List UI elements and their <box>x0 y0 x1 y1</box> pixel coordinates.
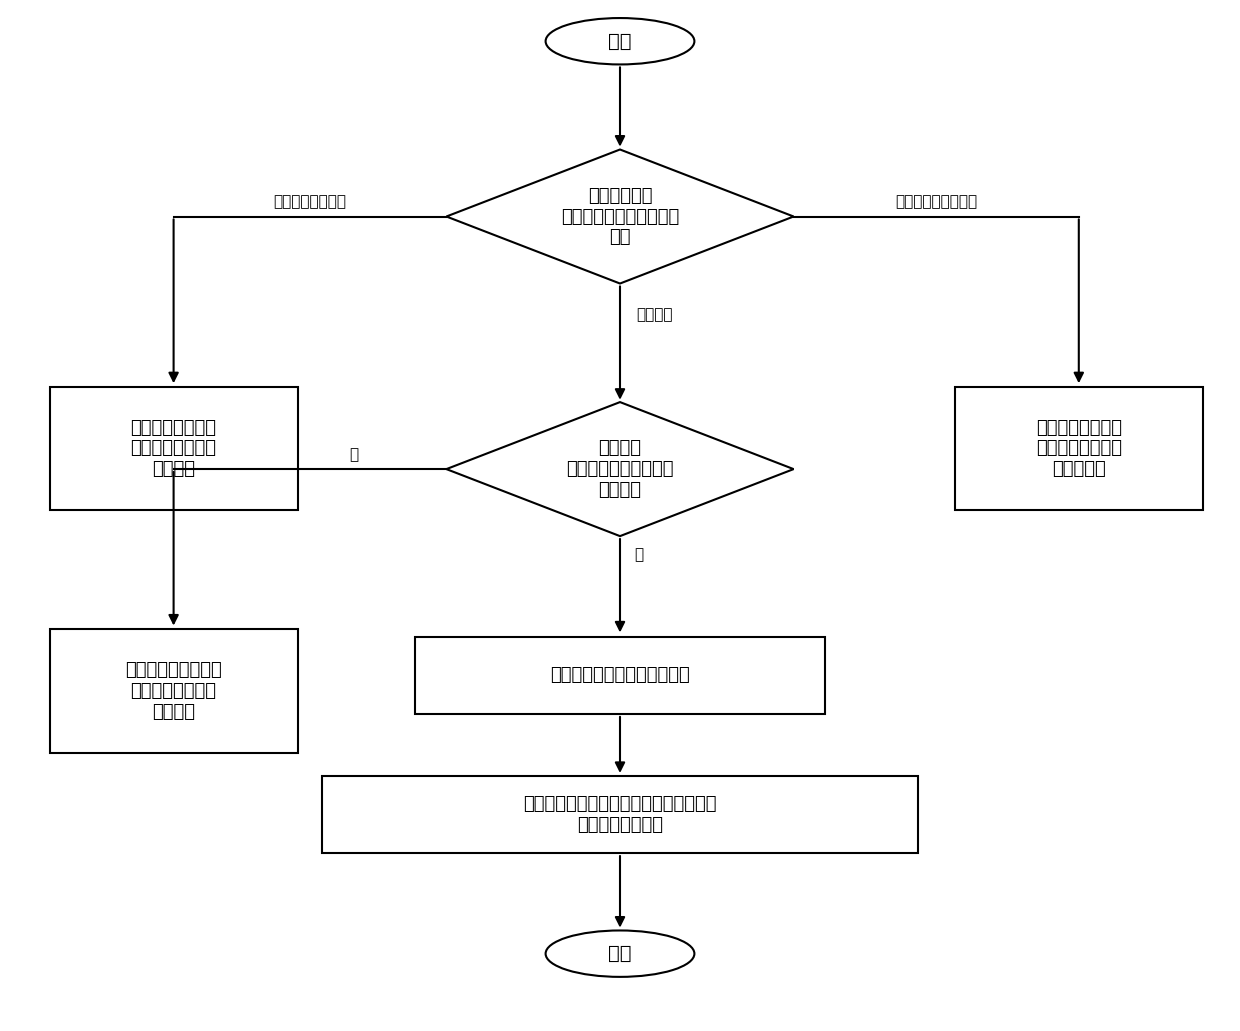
Text: 均检测到: 均检测到 <box>636 307 673 322</box>
Polygon shape <box>446 402 794 536</box>
Text: 只检测到信号灯指令: 只检测到信号灯指令 <box>895 194 977 209</box>
Text: 判断交警
指令和信号灯指令是否
存在一致: 判断交警 指令和信号灯指令是否 存在一致 <box>567 439 673 499</box>
Ellipse shape <box>546 18 694 64</box>
FancyBboxPatch shape <box>50 387 298 510</box>
Text: 根据交警指令确定
车辆在路口行驶的
路径规划: 根据交警指令确定 车辆在路口行驶的 路径规划 <box>130 419 217 478</box>
FancyBboxPatch shape <box>322 775 918 854</box>
Text: 是: 是 <box>348 446 358 462</box>
Text: 根据信号灯指令确
定车辆在路口行驶
的路径规划: 根据信号灯指令确 定车辆在路口行驶 的路径规划 <box>1035 419 1122 478</box>
Text: 根据云端服务器返回的指令确定车辆在路
口行驶的路径规划: 根据云端服务器返回的指令确定车辆在路 口行驶的路径规划 <box>523 795 717 834</box>
FancyBboxPatch shape <box>415 636 825 713</box>
Text: 只检测到交警指令: 只检测到交警指令 <box>274 194 346 209</box>
Polygon shape <box>446 149 794 284</box>
Text: 结束: 结束 <box>609 944 631 963</box>
Text: 判断是否同时
检测到交警指令和信号灯
指令: 判断是否同时 检测到交警指令和信号灯 指令 <box>560 187 680 246</box>
FancyBboxPatch shape <box>50 629 298 753</box>
Text: 开始: 开始 <box>609 32 631 51</box>
Text: 将处理请求发送至云端服务器: 将处理请求发送至云端服务器 <box>551 666 689 685</box>
Text: 根据一致的指令确定
车辆在路口行驶的
路径规划: 根据一致的指令确定 车辆在路口行驶的 路径规划 <box>125 661 222 721</box>
Ellipse shape <box>546 930 694 977</box>
Text: 否: 否 <box>634 547 644 562</box>
FancyBboxPatch shape <box>955 387 1203 510</box>
